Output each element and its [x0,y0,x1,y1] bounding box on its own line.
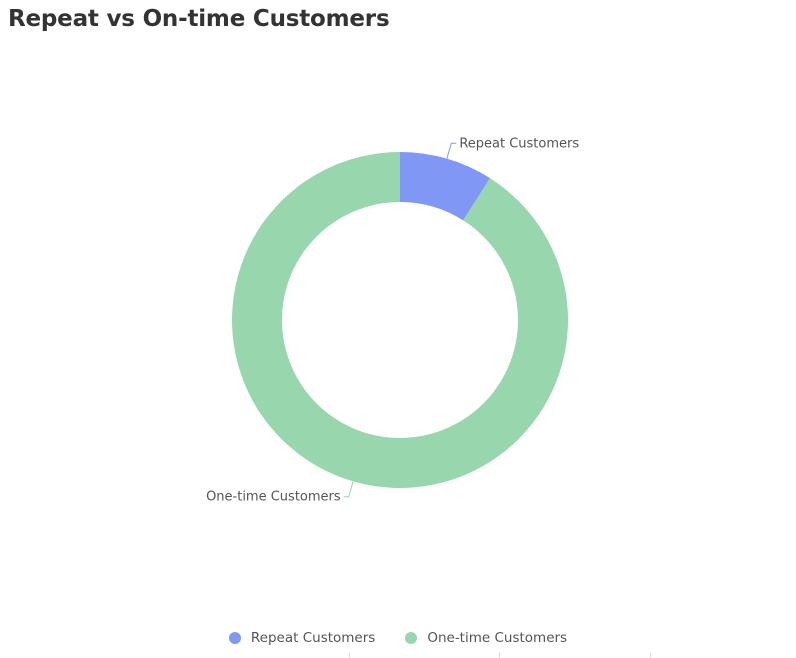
leader-line-one-time-customers [343,481,354,498]
slice-repeat-customers[interactable] [400,152,491,221]
legend-marker-one-time-customers [405,632,418,644]
donut-chart: Repeat Customers One-time Customers [206,136,579,504]
axis-tick [349,652,350,658]
donut-slices [232,152,568,488]
chart-legend: Repeat Customers One-time Customers [0,630,796,646]
slice-one-time-customers[interactable] [232,152,568,488]
axis-tick [650,652,651,658]
slice-labels: Repeat Customers One-time Customers [206,136,579,504]
legend-marker-repeat-customers [228,632,241,644]
legend-label-repeat-customers: Repeat Customers [250,630,376,646]
slice-label-one-time-customers: One-time Customers [206,490,341,505]
legend-label-one-time-customers: One-time Customers [427,630,568,646]
slice-label-repeat-customers: Repeat Customers [459,136,579,151]
axis-tick [499,652,500,658]
leader-line-repeat-customers [446,142,457,159]
legend-item-one-time-customers[interactable]: One-time Customers [405,630,567,646]
legend-item-repeat-customers[interactable]: Repeat Customers [228,630,376,646]
chart-title: Repeat vs On-time Customers [8,6,390,32]
